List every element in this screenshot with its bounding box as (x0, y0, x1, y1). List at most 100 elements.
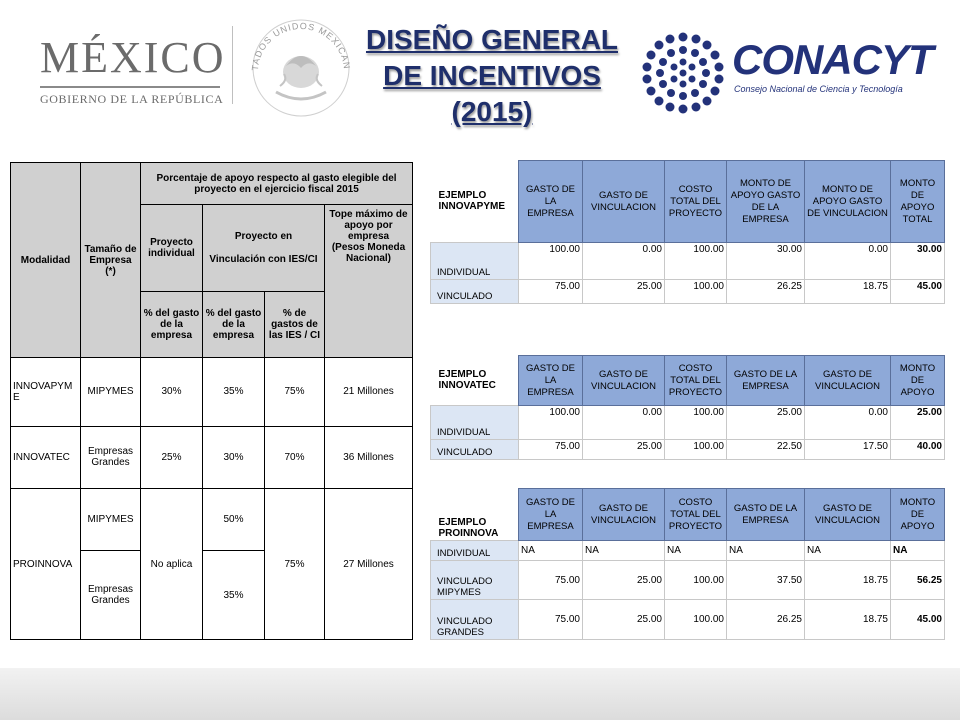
value-cell: 75.00 (518, 560, 583, 600)
header-proyecto-vinculacion: Proyecto en Vinculación con IES/CI (202, 204, 325, 292)
table-row: VINCULADO 75.00 25.00 100.00 22.50 17.50… (430, 439, 945, 460)
cell-tamano: MIPYMES (80, 488, 141, 552)
total-cell: 30.00 (890, 242, 945, 280)
cell-ies: 75% (264, 357, 325, 427)
table-row: INDIVIDUAL 100.00 0.00 100.00 25.00 0.00… (430, 405, 945, 440)
cell-tope: 27 Millones (323, 488, 414, 640)
header-porcentaje-apoyo: Porcentaje de apoyo respecto al gasto el… (139, 161, 414, 206)
table-row: INNOVATEC Empresas Grandes 25% 30% 70% 3… (10, 425, 414, 490)
header-tope-maximo: Tope máximo de apoyo por empresa (Pesos … (323, 204, 414, 359)
incentives-table: Modalidad Tamaño de Empresa (*) Porcenta… (10, 161, 414, 640)
value-cell: 100.00 (664, 560, 727, 600)
row-label: VINCULADO MIPYMES (430, 560, 519, 600)
col-header: GASTO DE VINCULACION (582, 160, 665, 243)
value-cell: 26.25 (726, 279, 805, 304)
row-label: INDIVIDUAL (430, 540, 519, 561)
value-cell: 75.00 (518, 439, 583, 460)
value-cell: 75.00 (518, 279, 583, 304)
cell-tamano: MIPYMES (80, 357, 141, 427)
cell-tope: 36 Millones (323, 425, 414, 490)
value-cell: 18.75 (804, 560, 891, 600)
coat-of-arms-seal-icon: ESTADOS UNIDOS MEXICANOS (246, 10, 351, 117)
example-innovatec-table: EJEMPLO INNOVATEC GASTO DE LA EMPRESA GA… (430, 355, 945, 460)
total-cell: 40.00 (890, 439, 945, 460)
table-row: INDIVIDUAL 100.00 0.00 100.00 30.00 0.00… (430, 242, 945, 280)
cell-vinculacion: 35% (202, 357, 265, 427)
value-cell: 37.50 (726, 560, 805, 600)
value-cell: 18.75 (804, 599, 891, 640)
col-header: MONTO DE APOYO TOTAL (890, 160, 945, 243)
cell-individual: 25% (140, 425, 203, 490)
col-header: COSTO TOTAL DEL PROYECTO (664, 488, 727, 541)
cell-ies: 70% (264, 425, 325, 490)
col-header: GASTO DE VINCULACION (582, 355, 665, 406)
logo-mexico-word: MÉXICO (40, 33, 226, 82)
conacyt-wordmark: CONACYT (732, 36, 934, 83)
value-cell: 100.00 (518, 242, 583, 280)
cell-tamano: Empresas Grandes (80, 425, 141, 490)
row-label: INDIVIDUAL (430, 405, 519, 440)
col-header: MONTO DE APOYO GASTO DE LA EMPRESA (726, 160, 805, 243)
sub-gastos-ies: % de gastos de las IES / CI (264, 290, 325, 359)
table-row: INDIVIDUAL NA NA NA NA NA NA (430, 540, 945, 561)
cell-vinculacion: 35% (202, 550, 265, 640)
conacyt-logo: CONACYT Consejo Nacional de Ciencia y Te… (640, 30, 940, 115)
col-header: GASTO DE LA EMPRESA (518, 355, 583, 406)
total-cell: 45.00 (890, 279, 945, 304)
cell-ies: 75% (264, 488, 325, 640)
value-cell: 100.00 (664, 439, 727, 460)
value-cell: NA (726, 540, 805, 561)
value-cell: 22.50 (726, 439, 805, 460)
header-vinculacion-line-1: Proyecto en (234, 231, 293, 243)
col-header: MONTO DE APOYO GASTO DE VINCULACION (804, 160, 891, 243)
title-line-3: (2015) (451, 96, 533, 127)
value-cell: 30.00 (726, 242, 805, 280)
row-label: INDIVIDUAL (430, 242, 519, 280)
total-cell: 56.25 (890, 560, 945, 600)
value-cell: 100.00 (664, 242, 727, 280)
table-row: VINCULADO GRANDES 75.00 25.00 100.00 26.… (430, 599, 945, 640)
cell-individual: No aplica (140, 488, 203, 640)
cell-modalidad: PROINNOVA (10, 488, 81, 640)
example-label: EJEMPLO INNOVATEC (430, 355, 519, 406)
total-cell: 25.00 (890, 405, 945, 440)
value-cell: NA (518, 540, 583, 561)
value-cell: 0.00 (582, 405, 665, 440)
value-cell: 26.25 (726, 599, 805, 640)
logo-rule (40, 86, 220, 88)
table-row: Empresas Grandes 35% (11, 550, 413, 640)
example-label: EJEMPLO PROINNOVA (430, 488, 519, 541)
col-header: MONTO DE APOYO (890, 488, 945, 541)
col-header: COSTO TOTAL DEL PROYECTO (664, 355, 727, 406)
conacyt-subtitle: Consejo Nacional de Ciencia y Tecnología (734, 84, 903, 94)
value-cell: 0.00 (804, 405, 891, 440)
header-divider (232, 26, 233, 104)
footer-band (0, 668, 960, 720)
gobierno-mexico-logo: MÉXICO GOBIERNO DE LA REPÚBLICA (28, 28, 228, 108)
col-header: GASTO DE VINCULACION (804, 355, 891, 406)
value-cell: 25.00 (726, 405, 805, 440)
col-header: MONTO DE APOYO (890, 355, 945, 406)
cell-modalidad: INNOVAPYM E (10, 357, 81, 427)
header-tope-line-1: Tope máximo de apoyo por empresa (329, 209, 408, 243)
value-cell: 18.75 (804, 279, 891, 304)
col-header: GASTO DE VINCULACION (582, 488, 665, 541)
total-cell: NA (890, 540, 945, 561)
table-row: PROINNOVA MIPYMES No aplica 50% 75% 27 M… (10, 488, 414, 640)
col-header: GASTO DE LA EMPRESA (518, 160, 583, 243)
col-header: GASTO DE VINCULACION (804, 488, 891, 541)
value-cell: 75.00 (518, 599, 583, 640)
page-title: DISEÑO GENERAL DE INCENTIVOS (2015) (352, 22, 632, 130)
value-cell: 100.00 (664, 405, 727, 440)
logo-mexico-subtitle: GOBIERNO DE LA REPÚBLICA (40, 92, 224, 106)
header-modalidad: Modalidad (10, 161, 81, 359)
example-proinnova-table: EJEMPLO PROINNOVA GASTO DE LA EMPRESA GA… (430, 488, 945, 640)
value-cell: 0.00 (582, 242, 665, 280)
cell-vinculacion: 50% (202, 488, 265, 552)
col-header: COSTO TOTAL DEL PROYECTO (664, 160, 727, 243)
table-row: INNOVAPYM E MIPYMES 30% 35% 75% 21 Millo… (10, 357, 414, 427)
col-header: GASTO DE LA EMPRESA (518, 488, 583, 541)
value-cell: 25.00 (582, 279, 665, 304)
cell-tope: 21 Millones (323, 357, 414, 427)
value-cell: 0.00 (804, 242, 891, 280)
